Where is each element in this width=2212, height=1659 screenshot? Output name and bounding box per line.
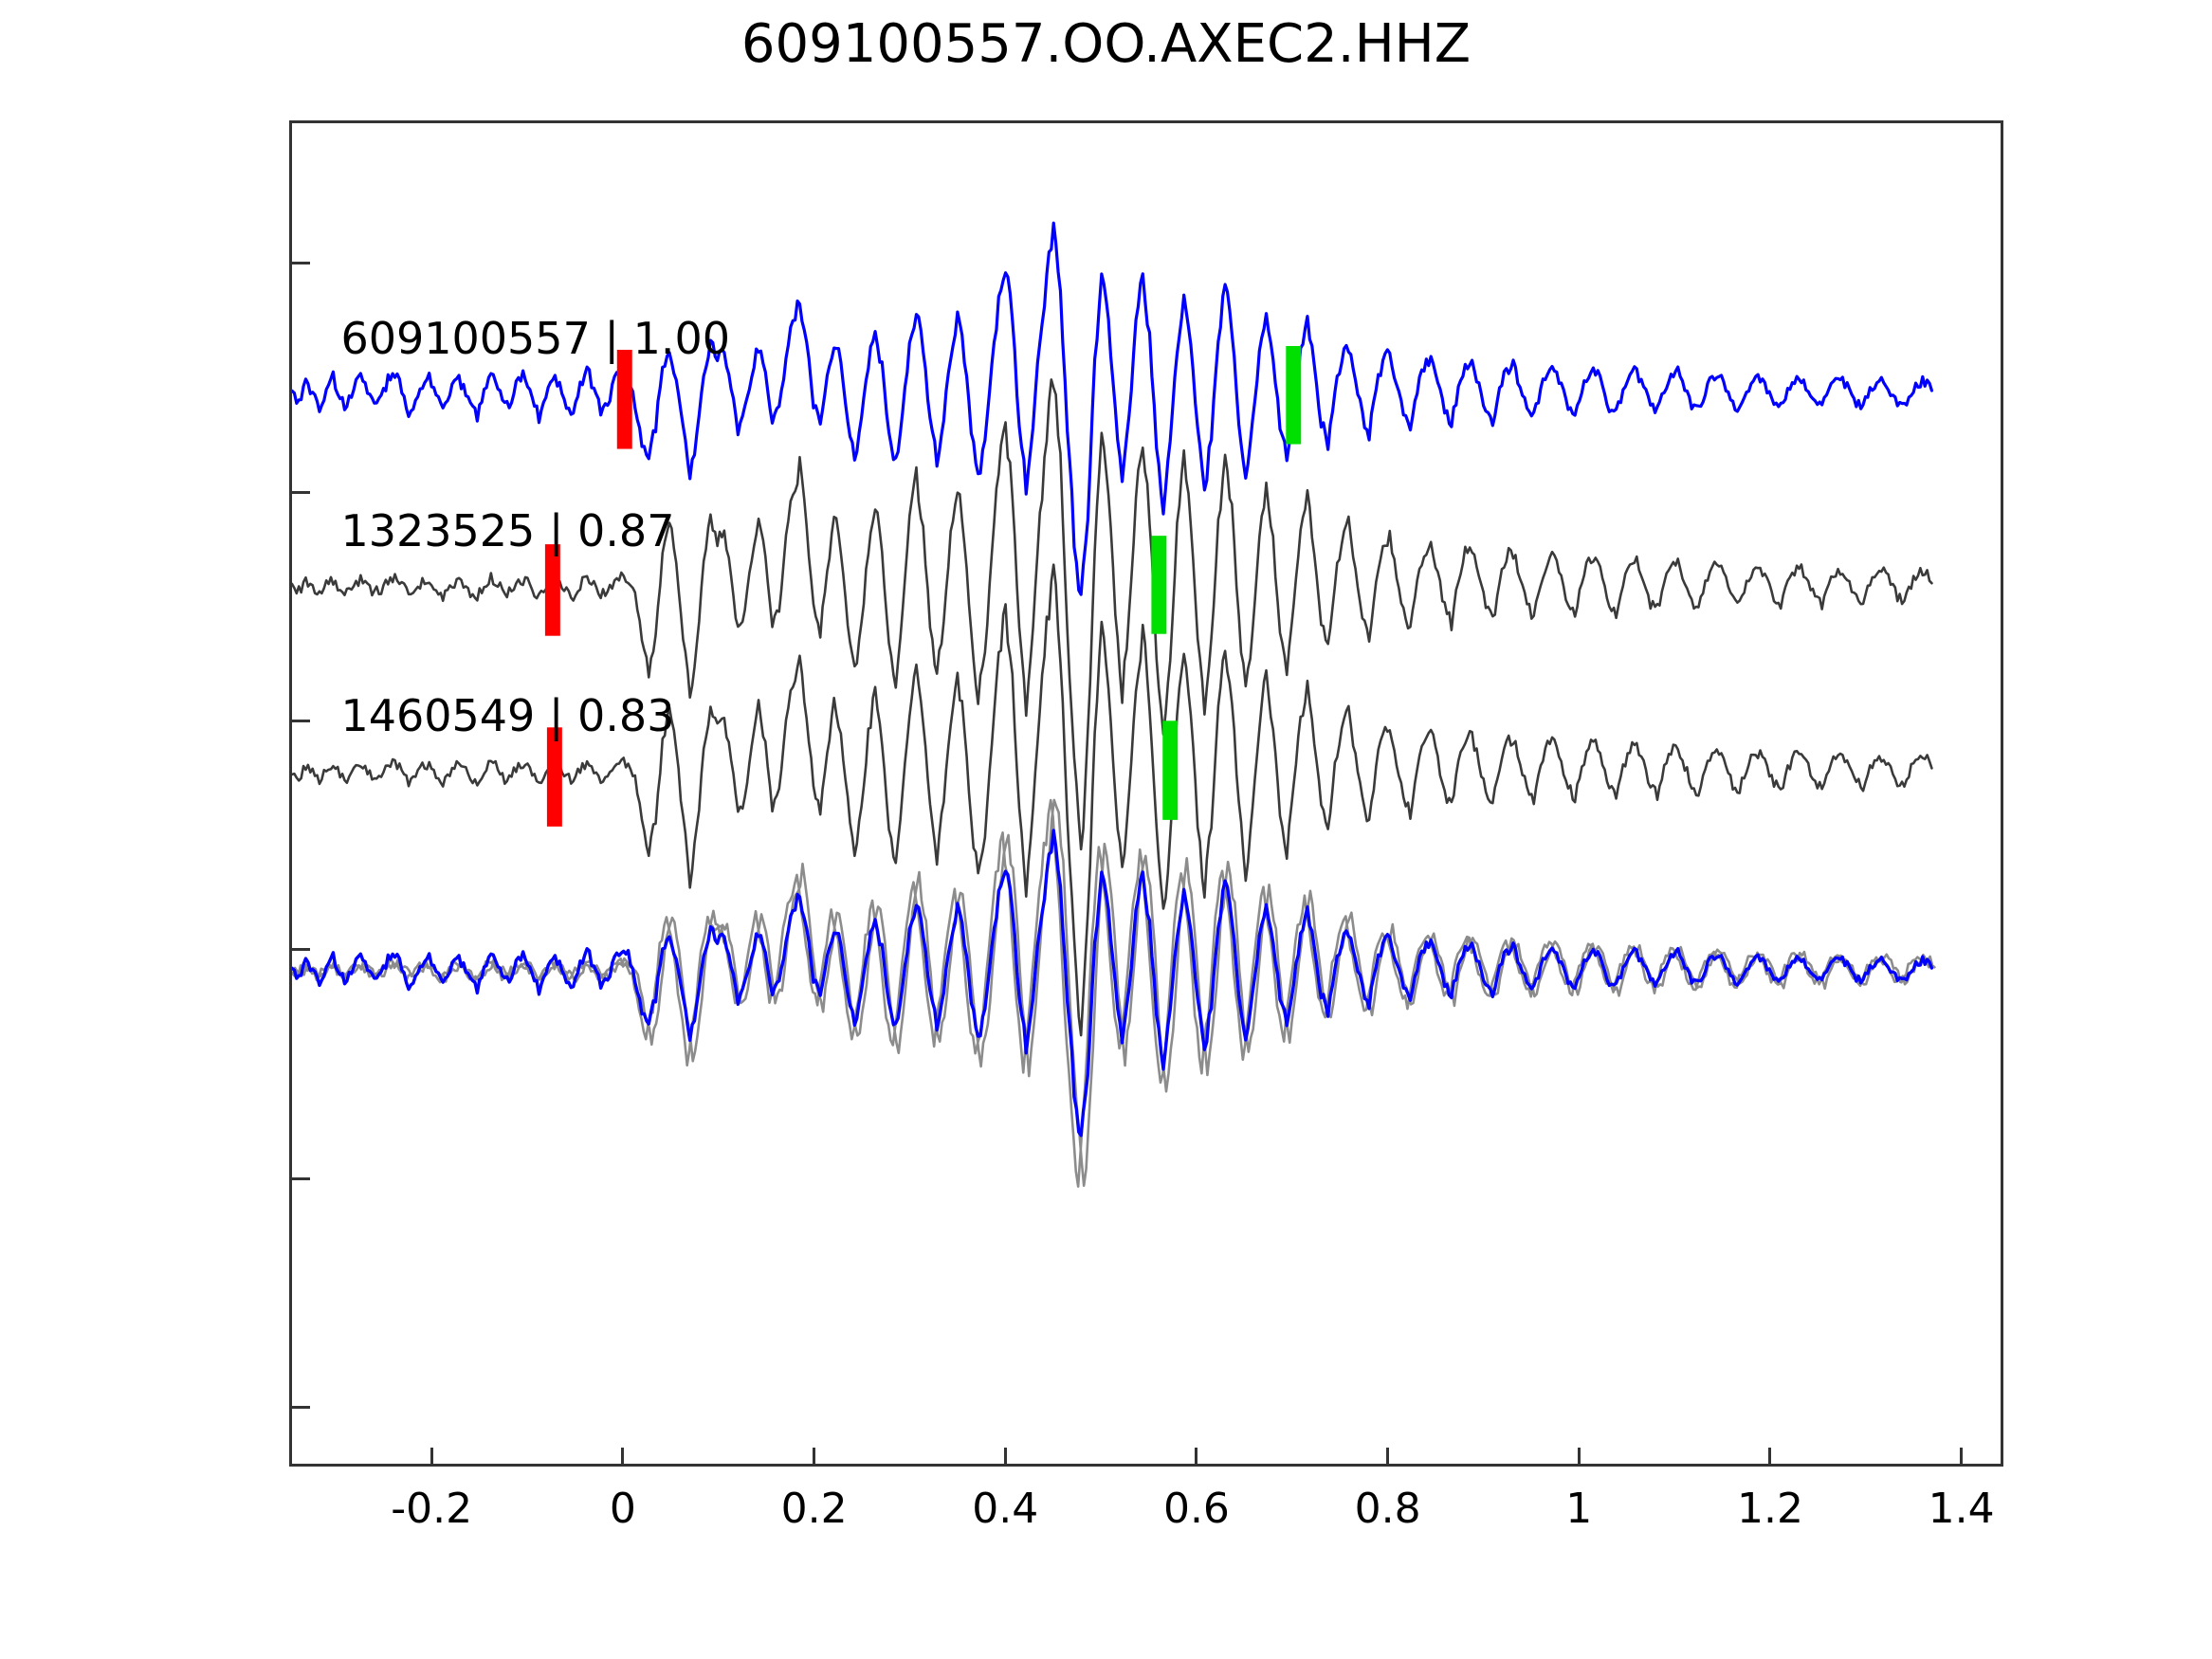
x-axis-tick-label: 0.2: [780, 1485, 848, 1533]
pick-start-marker-1323525: [544, 544, 560, 636]
waveform-609100557: [292, 221, 1934, 596]
y-axis-tick: [289, 490, 310, 494]
x-axis-tick-label: -0.2: [391, 1485, 473, 1533]
overlay-waveform-609100557: [292, 829, 1934, 1138]
x-axis-tick: [621, 1448, 625, 1467]
x-axis-tick-label: 0: [609, 1485, 636, 1533]
x-axis-tick: [1768, 1448, 1772, 1467]
plot-area: [289, 120, 2003, 1467]
overlay-waveform-1323525: [293, 798, 1936, 1188]
waveform-canvas: [292, 221, 1936, 1188]
pick-end-marker-609100557: [1286, 346, 1302, 445]
y-axis-tick: [289, 719, 310, 722]
pick-end-marker-1460549: [1162, 720, 1179, 820]
trace-label-1323525: 1323525 | 0.87: [340, 505, 675, 556]
waveform-1460549: [292, 563, 1933, 1037]
y-axis-tick: [289, 1176, 310, 1180]
x-axis-tick-label: 0.8: [1354, 1485, 1421, 1533]
y-axis-tick: [289, 262, 310, 265]
x-axis-tick: [1003, 1448, 1007, 1467]
x-axis-tick-label: 1: [1565, 1485, 1593, 1533]
x-axis-tick: [430, 1448, 433, 1467]
trace-label-1460549: 1460549 | 0.83: [340, 690, 675, 741]
pick-start-marker-1460549: [546, 727, 562, 827]
x-axis-tick: [1577, 1448, 1581, 1467]
x-axis-tick: [813, 1448, 816, 1467]
pick-end-marker-1323525: [1151, 536, 1167, 634]
x-axis-tick: [1960, 1448, 1964, 1467]
x-axis-tick-label: 0.4: [972, 1485, 1039, 1533]
pick-start-marker-609100557: [616, 349, 632, 449]
trace-label-609100557: 609100557 | 1.00: [340, 313, 731, 364]
y-axis-tick: [289, 948, 310, 952]
y-axis-tick: [289, 1406, 310, 1410]
x-axis-tick-label: 1.4: [1928, 1485, 1995, 1533]
x-axis-tick: [1386, 1448, 1390, 1467]
x-axis-tick: [1195, 1448, 1198, 1467]
waveform-1323525: [292, 378, 1933, 851]
page-title: 609100557.OO.AXEC2.HHZ: [740, 13, 1472, 75]
x-axis-tick-label: 0.6: [1162, 1485, 1230, 1533]
x-axis-tick-label: 1.2: [1736, 1485, 1803, 1533]
